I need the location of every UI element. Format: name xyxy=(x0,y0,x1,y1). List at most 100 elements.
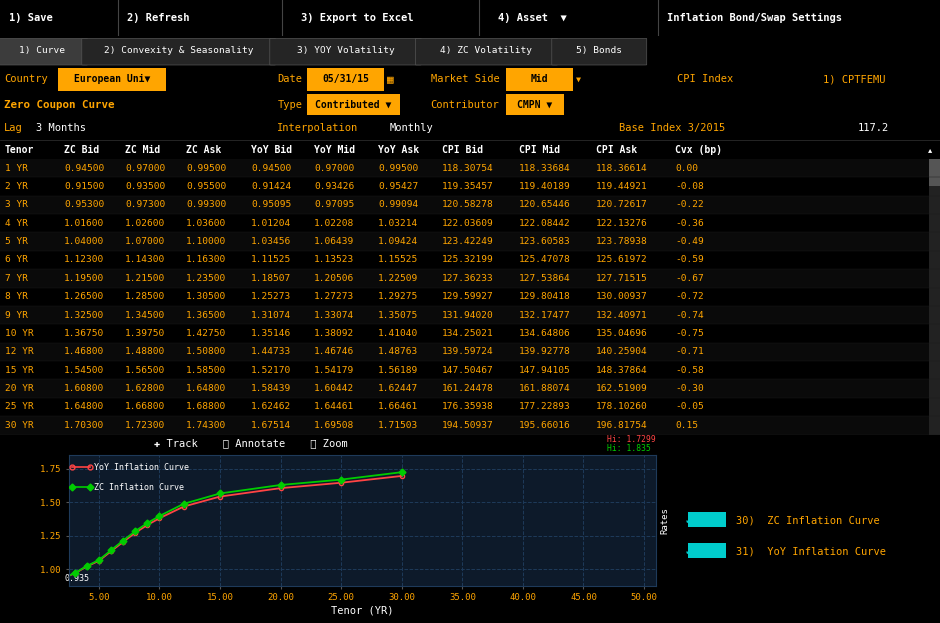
Bar xyxy=(307,94,400,115)
Text: 15 YR: 15 YR xyxy=(5,366,34,374)
Text: 1.09424: 1.09424 xyxy=(378,237,418,246)
Text: 125.32199: 125.32199 xyxy=(442,255,494,264)
Text: 161.24478: 161.24478 xyxy=(442,384,494,393)
Text: 147.50467: 147.50467 xyxy=(442,366,494,374)
Text: ZC Mid: ZC Mid xyxy=(125,145,160,155)
Text: 1.26500: 1.26500 xyxy=(64,292,104,301)
Text: 1.70300: 1.70300 xyxy=(64,421,104,430)
Text: CPI Ask: CPI Ask xyxy=(596,145,637,155)
Text: 05/31/15: 05/31/15 xyxy=(322,74,369,85)
Text: 1.71503: 1.71503 xyxy=(378,421,418,430)
Text: Cvx (bp): Cvx (bp) xyxy=(675,145,722,155)
Text: 1.41040: 1.41040 xyxy=(378,329,418,338)
Text: Country: Country xyxy=(4,74,48,85)
Bar xyxy=(506,68,573,91)
Text: 1.02208: 1.02208 xyxy=(314,219,354,227)
Text: 119.44921: 119.44921 xyxy=(596,182,648,191)
Text: 135.04696: 135.04696 xyxy=(596,329,648,338)
Text: 118.30754: 118.30754 xyxy=(442,164,494,173)
Text: 117.2: 117.2 xyxy=(857,123,888,133)
Text: Zero Coupon Curve: Zero Coupon Curve xyxy=(4,100,115,110)
Text: YoY Mid: YoY Mid xyxy=(314,145,355,155)
Text: 1.54500: 1.54500 xyxy=(64,366,104,374)
Text: 0.97000: 0.97000 xyxy=(314,164,354,173)
Bar xyxy=(0,159,940,178)
Text: 122.13276: 122.13276 xyxy=(596,219,648,227)
Text: 1.25273: 1.25273 xyxy=(251,292,291,301)
Text: European Uni▼: European Uni▼ xyxy=(74,74,150,85)
Text: 130.00937: 130.00937 xyxy=(596,292,648,301)
Text: 1.64800: 1.64800 xyxy=(186,384,227,393)
Bar xyxy=(0,325,940,343)
Text: 20 YR: 20 YR xyxy=(5,384,34,393)
Text: 162.51909: 162.51909 xyxy=(596,384,648,393)
Text: 0.91500: 0.91500 xyxy=(64,182,104,191)
Text: Hi: 1.835: Hi: 1.835 xyxy=(607,444,651,453)
Text: 1.30500: 1.30500 xyxy=(186,292,227,301)
Text: 1.22509: 1.22509 xyxy=(378,274,418,283)
Text: 30)  ZC Inflation Curve: 30) ZC Inflation Curve xyxy=(736,515,880,525)
Text: 1.62462: 1.62462 xyxy=(251,402,291,411)
Text: 132.40971: 132.40971 xyxy=(596,311,648,320)
Text: 1.33074: 1.33074 xyxy=(314,311,354,320)
Text: -0.58: -0.58 xyxy=(675,366,704,374)
Text: 3) YOY Volatility: 3) YOY Volatility xyxy=(297,46,394,55)
Text: 129.59927: 129.59927 xyxy=(442,292,494,301)
Text: ▴: ▴ xyxy=(928,145,932,154)
Text: -0.59: -0.59 xyxy=(675,255,704,264)
Text: -0.36: -0.36 xyxy=(675,219,704,227)
Text: 1.34500: 1.34500 xyxy=(125,311,165,320)
Text: 1.35075: 1.35075 xyxy=(378,311,418,320)
Text: 1.60800: 1.60800 xyxy=(64,384,104,393)
Text: 0.97300: 0.97300 xyxy=(125,201,165,209)
X-axis label: Tenor (YR): Tenor (YR) xyxy=(331,605,394,615)
Text: 148.37864: 148.37864 xyxy=(596,366,648,374)
Text: 1.01204: 1.01204 xyxy=(251,219,291,227)
Text: 1.32500: 1.32500 xyxy=(64,311,104,320)
Text: 140.25904: 140.25904 xyxy=(596,348,648,356)
Bar xyxy=(0,361,940,379)
Text: ZC Bid: ZC Bid xyxy=(64,145,100,155)
Text: 4 YR: 4 YR xyxy=(5,219,27,227)
Text: 1) Curve: 1) Curve xyxy=(20,46,65,55)
Text: 122.08442: 122.08442 xyxy=(519,219,571,227)
Bar xyxy=(688,543,726,558)
Text: Type: Type xyxy=(277,100,303,110)
Text: 1.23500: 1.23500 xyxy=(186,274,227,283)
Text: -0.72: -0.72 xyxy=(675,292,704,301)
Text: 1.29275: 1.29275 xyxy=(378,292,418,301)
Text: 120.58278: 120.58278 xyxy=(442,201,494,209)
Text: 1.48800: 1.48800 xyxy=(125,348,165,356)
Text: 1.11525: 1.11525 xyxy=(251,255,291,264)
Text: 0.97000: 0.97000 xyxy=(125,164,165,173)
Bar xyxy=(0,343,940,361)
Text: 196.81754: 196.81754 xyxy=(596,421,648,430)
Text: 3 Months: 3 Months xyxy=(36,123,86,133)
Text: 8 YR: 8 YR xyxy=(5,292,27,301)
Text: Contributor: Contributor xyxy=(431,100,499,110)
Text: -0.22: -0.22 xyxy=(675,201,704,209)
Text: Contributed ▼: Contributed ▼ xyxy=(315,100,392,110)
Text: 123.78938: 123.78938 xyxy=(596,237,648,246)
Text: 31)  YoY Inflation Curve: 31) YoY Inflation Curve xyxy=(736,546,886,556)
Text: 0.99500: 0.99500 xyxy=(186,164,227,173)
Bar xyxy=(0,251,940,269)
Text: 1.16300: 1.16300 xyxy=(186,255,227,264)
Text: 1.67514: 1.67514 xyxy=(251,421,291,430)
Text: -0.30: -0.30 xyxy=(675,384,704,393)
Bar xyxy=(0,269,940,288)
Text: 2) Convexity & Seasonality: 2) Convexity & Seasonality xyxy=(103,46,254,55)
Text: 1.06439: 1.06439 xyxy=(314,237,354,246)
Text: 0.95095: 0.95095 xyxy=(251,201,291,209)
Text: 3) Export to Excel: 3) Export to Excel xyxy=(301,13,414,23)
Text: CPI Index: CPI Index xyxy=(677,74,733,85)
Text: 0.95300: 0.95300 xyxy=(64,201,104,209)
Text: 1.56500: 1.56500 xyxy=(125,366,165,374)
Text: 1.66461: 1.66461 xyxy=(378,402,418,411)
Text: 147.94105: 147.94105 xyxy=(519,366,571,374)
Text: 1.28500: 1.28500 xyxy=(125,292,165,301)
Bar xyxy=(0,178,940,196)
Text: 2 YR: 2 YR xyxy=(5,182,27,191)
Text: 0.94500: 0.94500 xyxy=(251,164,291,173)
Text: 1.14300: 1.14300 xyxy=(125,255,165,264)
